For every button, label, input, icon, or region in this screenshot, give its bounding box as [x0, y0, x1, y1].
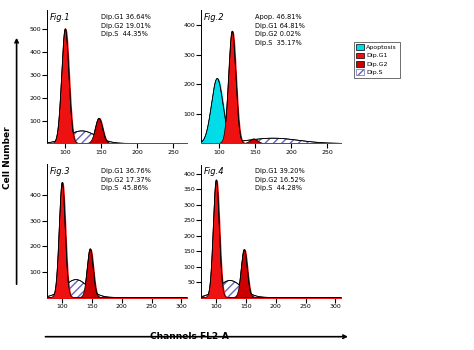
- Text: Dip.G1 39.20%
Dip.G2 16.52%
Dip.S  44.28%: Dip.G1 39.20% Dip.G2 16.52% Dip.S 44.28%: [255, 168, 305, 191]
- Text: Fig.1: Fig.1: [50, 13, 71, 22]
- Legend: Apoptosis, Dip.G1, Dip.G2, Dip.S: Apoptosis, Dip.G1, Dip.G2, Dip.S: [354, 42, 400, 78]
- Text: Fig.4: Fig.4: [204, 167, 225, 176]
- Text: Dip.G1 36.64%
Dip.G2 19.01%
Dip.S  44.35%: Dip.G1 36.64% Dip.G2 19.01% Dip.S 44.35%: [100, 14, 150, 37]
- Text: Fig.2: Fig.2: [204, 13, 225, 22]
- Text: Dip.G1 36.76%
Dip.G2 17.37%
Dip.S  45.86%: Dip.G1 36.76% Dip.G2 17.37% Dip.S 45.86%: [100, 168, 150, 191]
- Text: Cell Number: Cell Number: [3, 126, 11, 189]
- Text: Apop. 46.81%
Dip.G1 64.81%
Dip.G2 0.02%
Dip.S  35.17%: Apop. 46.81% Dip.G1 64.81% Dip.G2 0.02% …: [255, 14, 304, 46]
- Text: Channels FL2-A: Channels FL2-A: [150, 332, 229, 341]
- Text: Fig.3: Fig.3: [50, 167, 71, 176]
